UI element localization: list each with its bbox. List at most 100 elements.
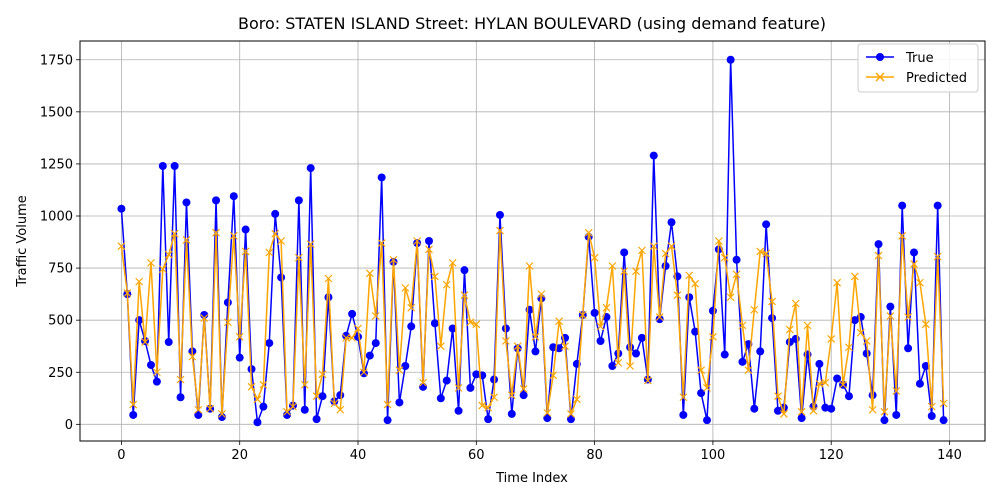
true-point xyxy=(454,406,463,415)
true-point xyxy=(702,416,711,425)
predicted-point xyxy=(413,237,422,245)
true-point xyxy=(921,362,930,370)
true-point xyxy=(566,415,575,424)
predicted-point xyxy=(797,407,806,416)
true-point xyxy=(312,415,321,424)
true-point xyxy=(697,389,706,398)
grid-lines xyxy=(80,41,985,441)
predicted-point xyxy=(809,406,818,415)
predicted-point xyxy=(614,358,623,367)
true-point xyxy=(300,405,309,414)
predicted-point xyxy=(916,278,924,287)
true-point xyxy=(608,362,617,370)
true-point xyxy=(484,415,493,424)
predicted-point xyxy=(123,289,132,298)
predicted-point xyxy=(821,378,830,387)
predicted-point xyxy=(348,333,357,342)
predicted-point xyxy=(478,401,487,410)
predicted-point xyxy=(791,299,800,308)
predicted-point xyxy=(626,362,635,370)
predicted-point xyxy=(567,409,575,418)
predicted-point xyxy=(300,380,309,389)
true-point xyxy=(708,306,717,315)
true-point xyxy=(466,383,475,392)
true-point xyxy=(590,308,599,317)
predicted-point xyxy=(927,402,936,411)
predicted-point xyxy=(839,380,847,389)
predicted-point xyxy=(572,395,581,404)
predicted-point xyxy=(241,247,250,256)
predicted-point xyxy=(602,303,611,312)
true-point xyxy=(259,402,268,411)
predicted-point xyxy=(525,262,534,270)
predicted-point xyxy=(703,383,711,392)
predicted-point xyxy=(152,368,161,377)
true-point xyxy=(904,344,913,353)
true-point xyxy=(927,412,936,420)
true-point xyxy=(655,315,664,324)
true-point xyxy=(324,293,333,302)
predicted-point xyxy=(253,395,262,404)
true-point xyxy=(762,220,771,229)
true-point xyxy=(933,201,942,210)
predicted-point xyxy=(490,393,498,402)
legend-true-label: True xyxy=(905,51,934,66)
true-point xyxy=(738,357,747,366)
predicted-point xyxy=(212,228,220,237)
true-point xyxy=(685,293,694,302)
predicted-point xyxy=(638,246,646,255)
predicted-point xyxy=(531,332,540,341)
predicted-point xyxy=(129,400,138,409)
true-point xyxy=(407,322,416,331)
x-tick-label: 40 xyxy=(350,448,367,463)
predicted-point xyxy=(135,277,144,286)
true-point xyxy=(768,314,777,323)
true-point xyxy=(436,394,445,403)
predicted-point xyxy=(750,305,759,314)
predicted-point xyxy=(549,371,558,380)
predicted-point xyxy=(407,303,416,312)
predicted-point xyxy=(856,328,865,337)
true-point xyxy=(495,210,504,219)
predicted-point xyxy=(827,334,836,343)
predicted-point xyxy=(543,408,552,417)
y-tick-label: 1250 xyxy=(40,157,73,172)
predicted-point xyxy=(484,403,493,412)
predicted-point xyxy=(768,297,776,306)
predicted-point xyxy=(756,247,765,256)
true-point xyxy=(117,204,126,213)
predicted-point xyxy=(738,321,747,330)
predicted-point xyxy=(395,366,404,375)
true-point xyxy=(182,198,191,207)
predicted-point xyxy=(632,267,640,276)
true-point xyxy=(241,225,250,234)
predicted-point xyxy=(324,274,333,283)
predicted-point xyxy=(519,384,528,393)
true-point xyxy=(620,248,629,257)
x-tick-label: 0 xyxy=(117,448,125,463)
true-point xyxy=(661,262,670,270)
true-point xyxy=(170,162,179,170)
true-point xyxy=(596,337,605,345)
true-point xyxy=(637,333,646,342)
predicted-point xyxy=(661,249,670,258)
true-point xyxy=(856,313,865,322)
predicted-point xyxy=(685,271,694,280)
true-point xyxy=(401,362,410,370)
predicted-point xyxy=(779,409,788,418)
true-point xyxy=(833,374,842,383)
y-tick-label: 250 xyxy=(48,366,73,381)
predicted-point xyxy=(289,402,297,411)
predicted-point xyxy=(496,226,504,235)
y-tick-label: 1750 xyxy=(40,53,73,68)
predicted-point xyxy=(259,380,268,389)
predicted-point xyxy=(939,399,948,408)
predicted-point xyxy=(454,383,463,392)
predicted-point xyxy=(176,375,185,384)
true-point xyxy=(377,173,386,182)
true-point xyxy=(442,376,451,385)
predicted-point xyxy=(933,252,942,261)
predicted-point xyxy=(194,405,203,414)
chart-title: Boro: STATEN ISLAND Street: HYLAN BOULEV… xyxy=(238,14,826,33)
predicted-point xyxy=(667,242,676,251)
